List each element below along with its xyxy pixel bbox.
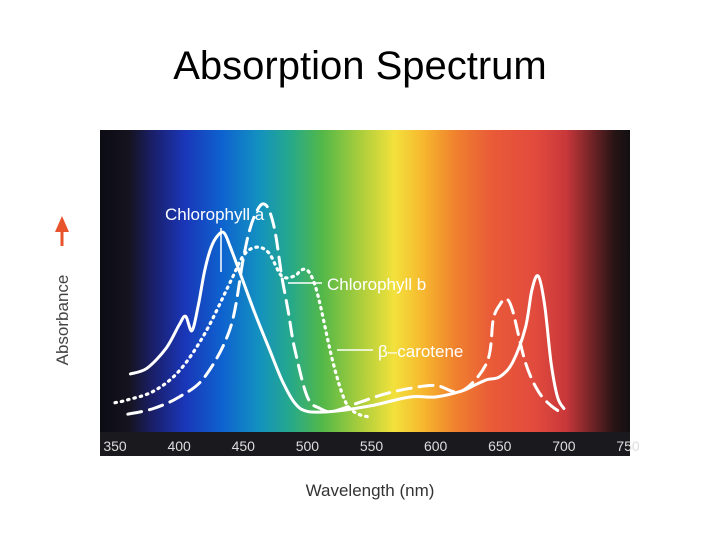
series-line-chlorophyll-a — [128, 230, 566, 414]
series-label-chlorophyll-a: Chlorophyll a — [165, 205, 265, 224]
series-line-chlorophyll-b — [126, 202, 566, 416]
x-tick-label: 650 — [488, 438, 512, 454]
plot-lines — [113, 202, 566, 419]
axis-strip — [100, 432, 630, 456]
series-line-beta-carotene — [113, 245, 374, 419]
x-tick-label: 500 — [296, 438, 320, 454]
y-axis-label: Absorbance — [53, 275, 72, 366]
x-axis-label: Wavelength (nm) — [306, 481, 435, 500]
absorbance-arrow-icon — [55, 216, 69, 246]
series-label-chlorophyll-b: Chlorophyll b — [327, 275, 426, 294]
x-tick-label: 350 — [103, 438, 127, 454]
x-tick-label: 700 — [552, 438, 576, 454]
x-tick-label: 600 — [424, 438, 448, 454]
x-tick-label: 550 — [360, 438, 384, 454]
x-tick-labels: 350 400 450 500 550 600 650 700 750 — [103, 438, 640, 454]
series-label-beta-carotene: β–carotene — [378, 342, 463, 361]
x-tick-label: 750 — [616, 438, 640, 454]
slide-title: Absorption Spectrum — [173, 44, 547, 88]
x-tick-label: 400 — [167, 438, 191, 454]
x-tick-label: 450 — [232, 438, 256, 454]
label-leaders — [220, 228, 373, 351]
